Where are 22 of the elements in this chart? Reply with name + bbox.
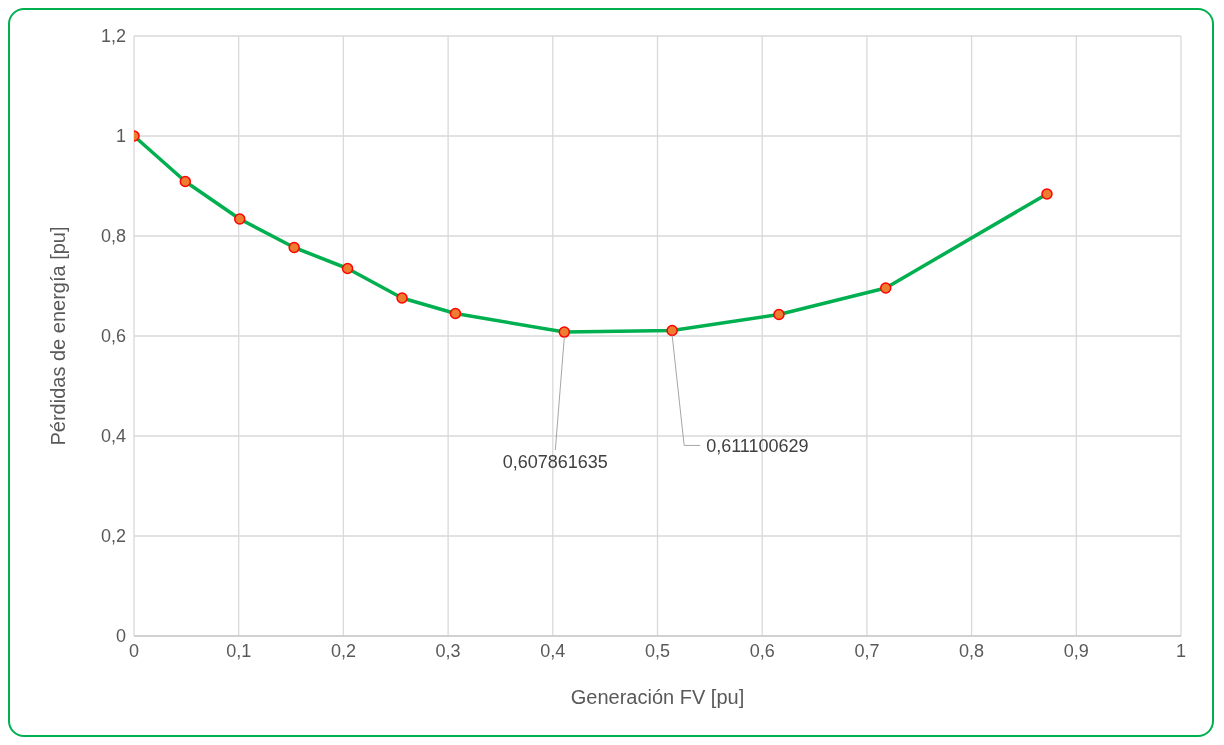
x-axis-title: Generación FV [pu] (570, 686, 745, 708)
y-tick-label: 1,2 (100, 26, 126, 47)
y-tick-label: 0 (115, 626, 126, 647)
y-tick-label: 0,8 (100, 226, 126, 247)
y-tick-label: 0,6 (100, 326, 126, 347)
x-tick-label: 0,6 (749, 640, 775, 661)
x-tick-label: 0,8 (959, 640, 985, 661)
data-label: 0,611100629 (706, 436, 809, 457)
x-tick-label: 0 (128, 640, 140, 661)
x-tick-label: 0,5 (644, 640, 671, 661)
x-tick-label: 0,1 (226, 640, 252, 661)
data-label: 0,607861635 (502, 452, 608, 473)
x-tick-label: 1 (1175, 640, 1187, 661)
y-tick-label: 0,2 (100, 526, 126, 547)
y-tick-label: 1 (115, 126, 126, 147)
y-tick-label: 0,4 (100, 426, 126, 447)
x-tick-label: 0,3 (435, 640, 461, 661)
y-axis-title: Pérdidas de energía [pu] (47, 226, 70, 446)
x-tick-label: 0,4 (540, 640, 566, 661)
x-tick-label: 0,7 (854, 640, 880, 661)
x-tick-label: 0,2 (330, 640, 356, 661)
x-tick-label: 0,9 (1063, 640, 1089, 661)
